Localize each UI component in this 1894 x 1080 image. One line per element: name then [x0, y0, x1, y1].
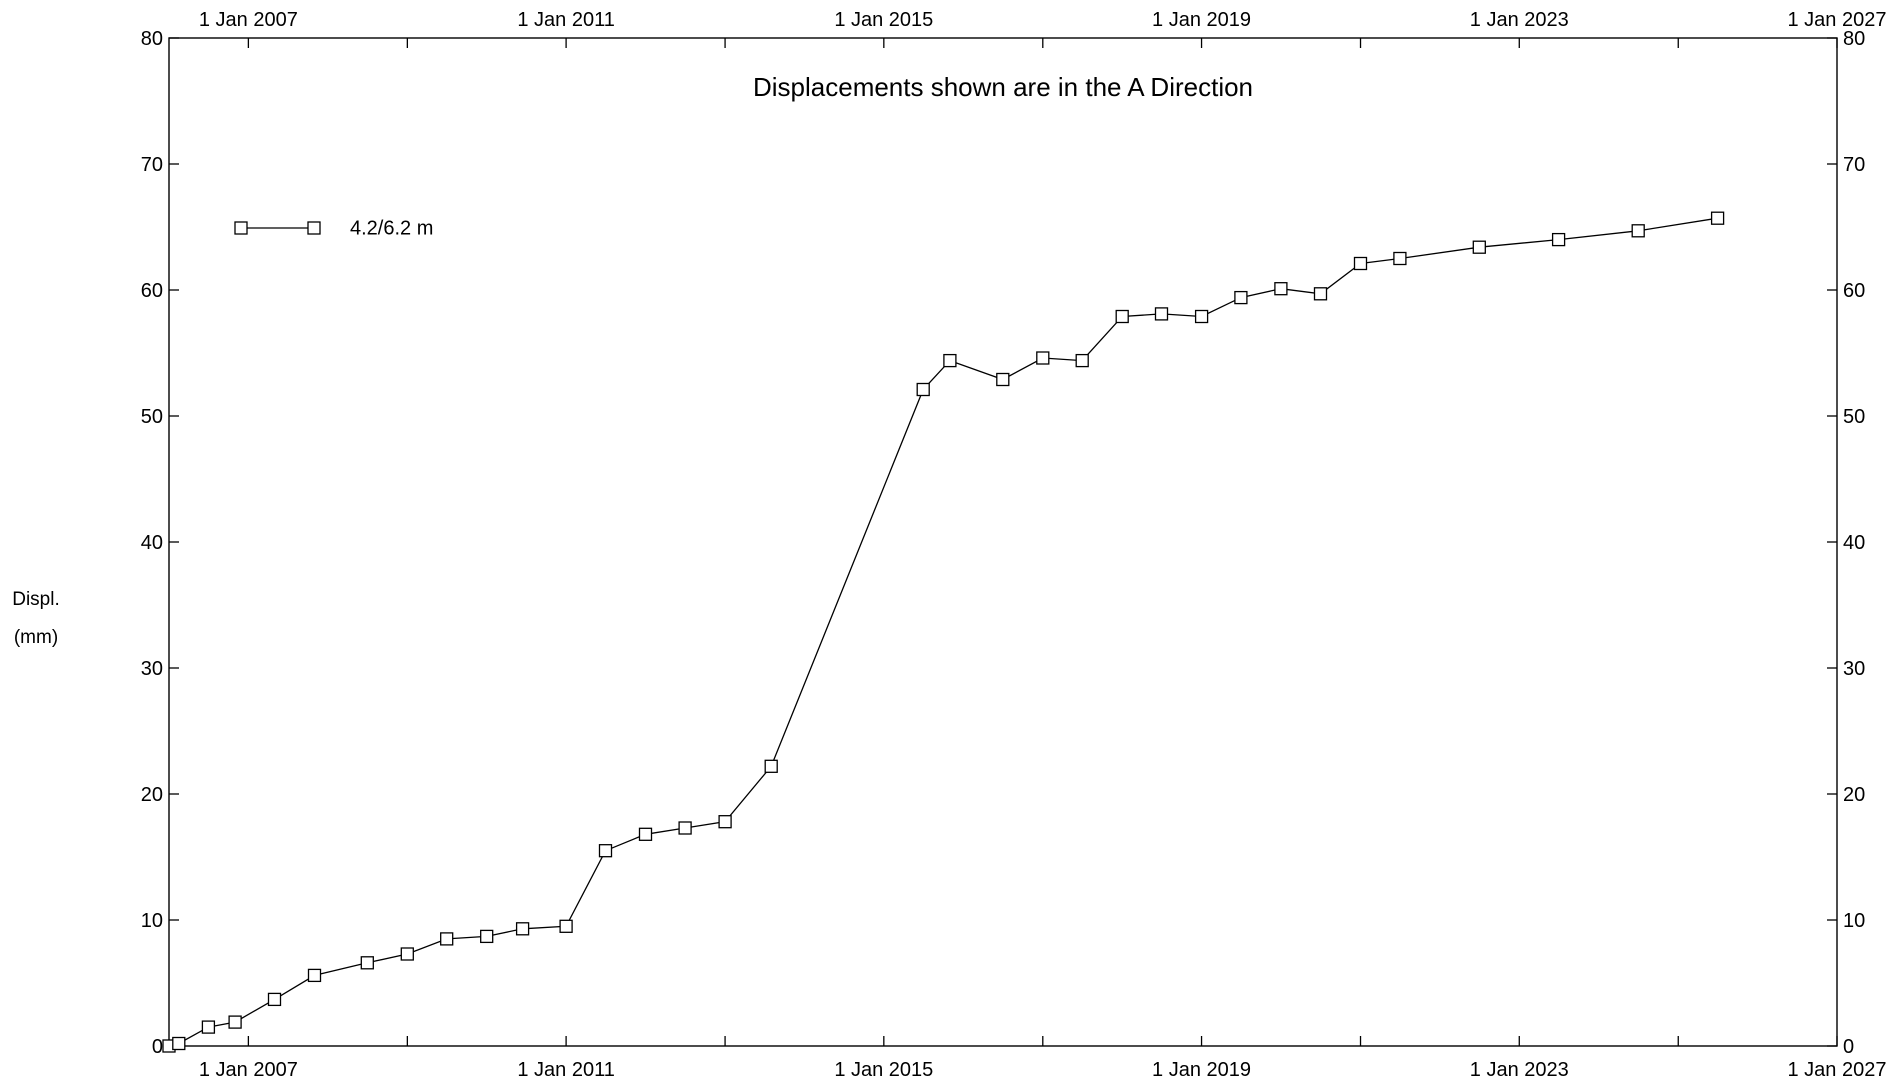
x-tick-label-top: 1 Jan 2007: [199, 9, 298, 31]
x-tick-label-bottom: 1 Jan 2019: [1152, 1059, 1251, 1080]
data-point-marker: [1631, 224, 1645, 238]
data-point-marker: [1274, 282, 1288, 296]
chart-title: Displacements shown are in the A Directi…: [753, 72, 1253, 102]
data-point-marker: [515, 922, 530, 936]
series-line: [168, 217, 1718, 1047]
data-point-marker: [764, 759, 778, 773]
data-point-marker: [480, 929, 494, 944]
data-point-marker: [1154, 307, 1169, 321]
y-tick-label-left: 20: [141, 784, 163, 806]
y-axis-ticks: 0 0 10 10 20 20 30 30 40 40 50 50 60 60 70 70 80 80: [141, 28, 1866, 1058]
y-tick-label-left: 10: [141, 910, 163, 932]
x-tick-label-top: 1 Jan 2011: [517, 9, 615, 31]
data-point-marker: [400, 947, 414, 961]
x-tick-label-bottom: 1 Jan 2015: [834, 1059, 933, 1080]
data-point-marker: [718, 815, 732, 829]
y-tick-label-right: 0: [1843, 1036, 1854, 1058]
data-point-marker: [307, 968, 322, 983]
y-tick-label-right: 20: [1843, 784, 1865, 806]
data-point-marker: [1115, 309, 1129, 324]
y-tick-label-left: 60: [141, 280, 163, 302]
data-point-marker: [598, 844, 613, 858]
series-group: [162, 211, 1725, 1053]
data-point-marker: [1194, 309, 1209, 324]
data-point-marker: [1234, 290, 1248, 305]
data-point-marker: [1710, 211, 1725, 225]
y-tick-label-right: 70: [1843, 154, 1865, 176]
data-point-marker: [678, 821, 692, 835]
y-tick-label-right: 40: [1843, 532, 1865, 554]
legend-label: 4.2/6.2 m: [350, 217, 433, 239]
y-tick-label-right: 60: [1843, 280, 1865, 302]
y-tick-label-right: 50: [1843, 406, 1865, 428]
y-tick-label-left: 0: [152, 1036, 163, 1058]
data-point-marker: [638, 827, 653, 841]
data-point-marker: [360, 956, 374, 970]
data-point-marker: [1313, 287, 1328, 301]
data-point-marker: [228, 1015, 242, 1029]
x-tick-label-bottom: 1 Jan 2007: [199, 1059, 298, 1080]
plot-area: [168, 37, 1838, 1047]
y-tick-label-left: 40: [141, 532, 163, 554]
data-point-marker: [1353, 256, 1368, 271]
data-point-marker: [943, 353, 957, 368]
data-point-marker: [1551, 232, 1566, 247]
data-point-marker: [267, 992, 282, 1007]
data-point-marker: [1393, 251, 1407, 266]
legend: 4.2/6.2 m: [234, 217, 433, 239]
y-tick-label-left: 50: [141, 406, 163, 428]
data-point-marker: [1075, 353, 1089, 368]
x-tick-label-top: 1 Jan 2015: [834, 9, 933, 31]
x-tick-label-bottom: 1 Jan 2011: [517, 1059, 615, 1080]
x-tick-label-top: 1 Jan 2019: [1152, 9, 1251, 31]
x-tick-label-bottom: 1 Jan 2023: [1470, 1059, 1569, 1080]
data-point-marker: [201, 1020, 216, 1034]
data-point-marker: [172, 1036, 186, 1051]
x-axis-ticks: 1 Jan 2007 1 Jan 2007 1 Jan 2011 1 Jan 2011…: [199, 9, 1887, 1080]
legend-marker-left: [234, 221, 248, 235]
y-tick-label-left: 80: [141, 28, 163, 50]
data-point-marker: [1472, 240, 1486, 254]
x-tick-label-top: 1 Jan 2027: [1788, 9, 1887, 31]
data-point-marker: [996, 372, 1010, 387]
x-tick-label-bottom: 1 Jan 2027: [1788, 1059, 1887, 1080]
data-point-marker: [440, 932, 454, 946]
y-tick-label-left: 30: [141, 658, 163, 680]
data-point-marker: [559, 919, 573, 933]
y-tick-label-right: 10: [1843, 910, 1865, 932]
y-tick-label-right: 30: [1843, 658, 1865, 680]
data-point-marker: [916, 382, 930, 397]
y-axis-label-line-2: (mm): [14, 627, 58, 648]
legend-marker-right: [307, 221, 321, 235]
y-tick-label-right: 80: [1843, 28, 1865, 50]
x-tick-label-top: 1 Jan 2023: [1470, 9, 1569, 31]
data-point-marker: [1036, 351, 1050, 365]
y-axis-label-line-1: Displ.: [12, 589, 60, 610]
y-tick-label-left: 70: [141, 154, 163, 176]
